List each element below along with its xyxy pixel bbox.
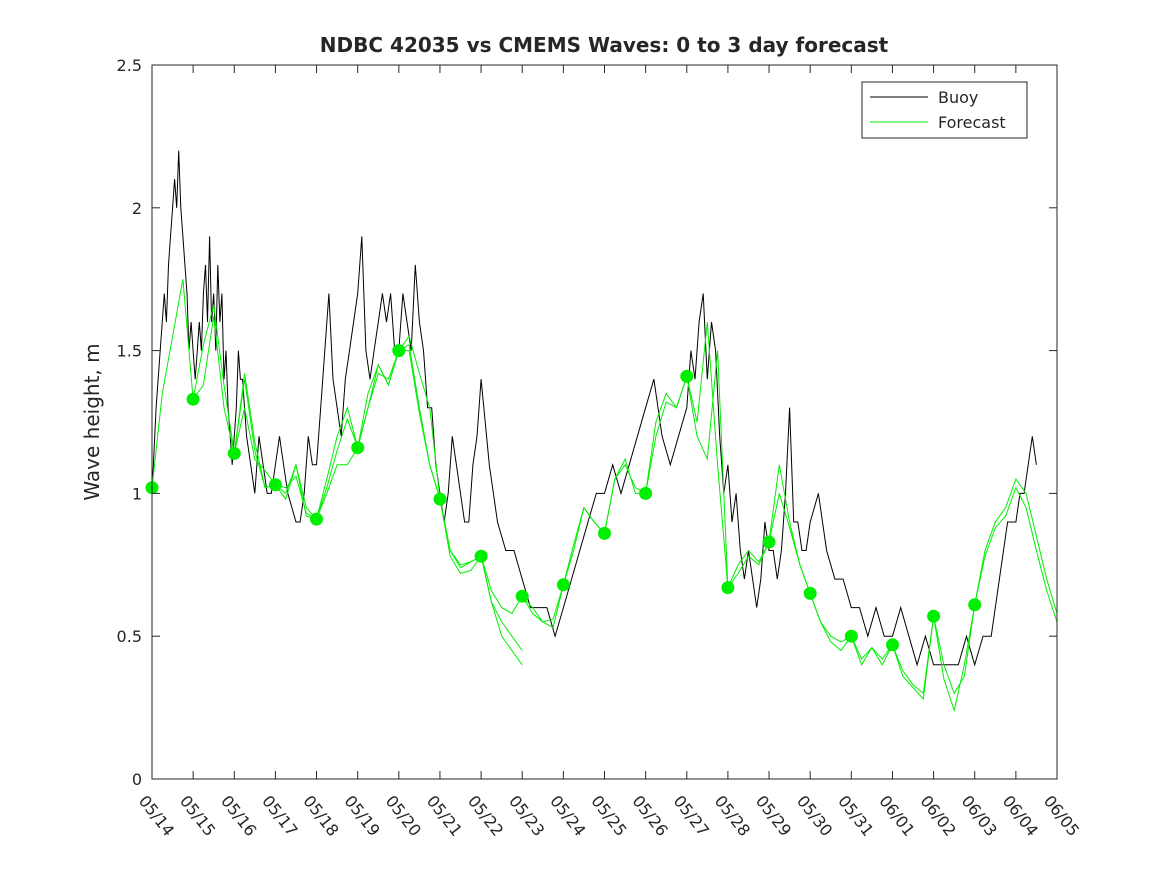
- forecast-marker-9: [515, 589, 529, 603]
- forecast-line-19: [933, 478, 1058, 695]
- plot-frame: [151, 64, 1058, 780]
- y-tick-label-0: 0: [132, 770, 142, 789]
- forecast-marker-15: [762, 535, 776, 549]
- forecast-line-2: [233, 373, 359, 520]
- forecast-marker-16: [803, 586, 817, 600]
- forecast-marker-3: [268, 478, 282, 492]
- y-tick-label-4: 2: [132, 199, 142, 218]
- forecast-marker-17: [844, 629, 858, 643]
- y-tick-label-3: 1.5: [117, 342, 142, 361]
- buoy-line: [151, 150, 1037, 667]
- forecast-marker-1: [186, 392, 200, 406]
- legend-label-forecast: Forecast: [938, 113, 1006, 132]
- chart-title: NDBC 42035 vs CMEMS Waves: 0 to 3 day fo…: [320, 33, 889, 57]
- plot-area: [152, 65, 1057, 779]
- legend: Buoy Forecast: [861, 81, 1028, 139]
- series-layer: [145, 150, 1058, 713]
- forecast-line-0: [151, 279, 276, 488]
- y-tick-label-1: 0.5: [117, 627, 142, 646]
- y-axis-label: Wave height, m: [80, 343, 104, 500]
- forecast-marker-19: [927, 609, 941, 623]
- forecast-marker-2: [227, 446, 241, 460]
- forecast-marker-14: [721, 581, 735, 595]
- forecast-marker-18: [886, 638, 899, 652]
- legend-label-buoy: Buoy: [938, 88, 978, 107]
- forecast-marker-5: [351, 441, 365, 455]
- forecast-marker-12: [639, 486, 653, 500]
- forecast-line-6: [398, 350, 523, 651]
- y-tick-label-5: 2.5: [117, 56, 142, 75]
- y-tick-label-2: 1: [132, 484, 142, 503]
- forecast-line-5: [357, 344, 482, 566]
- forecast-marker-20: [968, 598, 982, 612]
- forecast-marker-4: [310, 512, 323, 526]
- forecast-marker-7: [433, 492, 447, 506]
- forecast-marker-6: [392, 344, 406, 358]
- forecast-marker-8: [474, 549, 488, 563]
- forecast-marker-13: [680, 369, 694, 383]
- legend-box: [861, 81, 1028, 139]
- forecast-line-3: [274, 350, 400, 520]
- forecast-line-20: [974, 486, 1058, 623]
- forecast-marker-11: [598, 526, 611, 540]
- forecast-marker-10: [556, 578, 570, 592]
